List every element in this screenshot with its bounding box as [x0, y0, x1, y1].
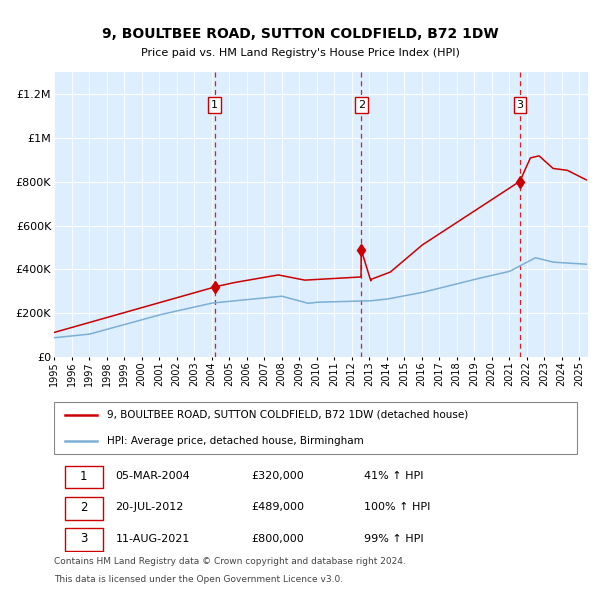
Text: 99% ↑ HPI: 99% ↑ HPI	[364, 534, 424, 544]
FancyBboxPatch shape	[65, 528, 103, 551]
FancyBboxPatch shape	[65, 497, 103, 520]
Text: 11-AUG-2021: 11-AUG-2021	[115, 534, 190, 544]
Text: £489,000: £489,000	[251, 503, 305, 512]
Text: 20-JUL-2012: 20-JUL-2012	[115, 503, 184, 512]
Text: 41% ↑ HPI: 41% ↑ HPI	[364, 471, 423, 481]
Text: 1: 1	[211, 100, 218, 110]
Text: 9, BOULTBEE ROAD, SUTTON COLDFIELD, B72 1DW: 9, BOULTBEE ROAD, SUTTON COLDFIELD, B72 …	[101, 27, 499, 41]
Text: 9, BOULTBEE ROAD, SUTTON COLDFIELD, B72 1DW (detached house): 9, BOULTBEE ROAD, SUTTON COLDFIELD, B72 …	[107, 409, 469, 419]
FancyBboxPatch shape	[65, 466, 103, 489]
Text: Contains HM Land Registry data © Crown copyright and database right 2024.: Contains HM Land Registry data © Crown c…	[54, 558, 406, 566]
FancyBboxPatch shape	[54, 402, 577, 454]
Text: 2: 2	[80, 501, 88, 514]
Text: £320,000: £320,000	[251, 471, 304, 481]
Text: 100% ↑ HPI: 100% ↑ HPI	[364, 503, 430, 512]
Text: 1: 1	[80, 470, 88, 483]
Text: £800,000: £800,000	[251, 534, 304, 544]
Text: 05-MAR-2004: 05-MAR-2004	[115, 471, 190, 481]
Text: Price paid vs. HM Land Registry's House Price Index (HPI): Price paid vs. HM Land Registry's House …	[140, 48, 460, 58]
Text: This data is licensed under the Open Government Licence v3.0.: This data is licensed under the Open Gov…	[54, 575, 343, 584]
Text: 3: 3	[517, 100, 523, 110]
Text: HPI: Average price, detached house, Birmingham: HPI: Average price, detached house, Birm…	[107, 437, 364, 447]
Text: 3: 3	[80, 532, 88, 545]
Text: 2: 2	[358, 100, 365, 110]
